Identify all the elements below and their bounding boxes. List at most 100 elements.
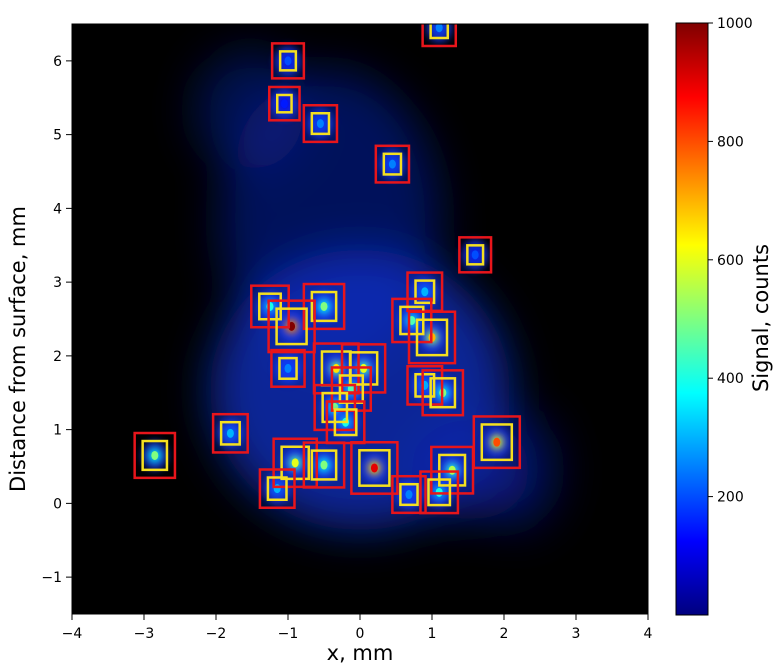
outer-box — [268, 85, 301, 122]
detection-box — [430, 445, 475, 495]
inner-box — [333, 408, 358, 437]
x-axis-label: x, mm — [327, 641, 394, 665]
colorbar-tick-label: 800 — [717, 134, 744, 150]
detection-box — [268, 85, 301, 122]
detection-box — [270, 348, 306, 388]
detection-boxes — [133, 24, 522, 515]
feature-peak — [284, 56, 292, 66]
inner-box — [278, 50, 298, 72]
feature-spot — [311, 450, 337, 481]
outer-box — [406, 364, 444, 406]
inner-box — [141, 439, 169, 472]
outer-box — [421, 24, 458, 48]
outer-box — [421, 369, 465, 417]
x-tick-label: −4 — [62, 626, 83, 642]
colorbar — [675, 22, 709, 616]
feature-spot — [311, 291, 337, 322]
y-tick-label: 1 — [53, 423, 62, 439]
detection-box — [419, 470, 460, 515]
y-tick-label: −1 — [41, 570, 62, 586]
detection-box — [421, 369, 465, 417]
feature-peak — [316, 119, 324, 129]
outer-box — [391, 474, 427, 515]
y-tick-label: 5 — [53, 128, 62, 144]
outer-box — [258, 468, 296, 510]
x-axis-ticks: −4 −3 −2 −1 0 1 2 3 4 — [62, 614, 653, 642]
detection-box — [325, 400, 366, 445]
outer-box — [302, 441, 346, 489]
inner-box — [278, 356, 298, 380]
inner-box — [480, 423, 514, 462]
inner-box — [414, 372, 436, 398]
detection-box — [302, 441, 346, 489]
x-tick-label: 2 — [500, 626, 509, 642]
inner-box — [266, 476, 288, 502]
x-tick-label: 1 — [428, 626, 437, 642]
feature-spot — [462, 239, 489, 270]
y-axis-ticks: −1 0 1 2 3 4 5 6 — [41, 54, 72, 586]
inner-box — [258, 292, 282, 321]
outer-box — [325, 400, 366, 445]
detection-box — [421, 24, 458, 48]
outer-box — [472, 415, 522, 470]
inner-box — [382, 152, 403, 176]
inner-box — [310, 449, 338, 481]
outer-box — [430, 445, 475, 495]
y-tick-label: 3 — [53, 275, 62, 291]
inner-box — [310, 290, 338, 323]
inner-box — [310, 112, 331, 136]
inner-box — [438, 453, 467, 487]
outer-box — [302, 282, 346, 331]
feature-peak — [151, 450, 159, 460]
inner-box — [399, 482, 419, 507]
detection-box — [258, 468, 296, 510]
feature-peak — [291, 458, 299, 468]
feature-spot — [395, 479, 422, 510]
colorbar-tick-label: 200 — [717, 490, 744, 506]
feature-spot — [275, 45, 301, 76]
inner-box — [466, 244, 485, 266]
outer-box — [458, 236, 493, 274]
feature-spot — [257, 291, 283, 322]
outer-box — [133, 431, 177, 480]
feature-spot — [278, 311, 305, 342]
inner-box — [429, 24, 450, 40]
feature-peak — [284, 363, 292, 373]
colorbar-label: Signal, counts — [749, 244, 773, 392]
outer-box — [211, 412, 249, 454]
detection-box — [458, 236, 493, 274]
inner-box — [429, 377, 457, 409]
feature-peak — [493, 437, 501, 447]
detection-box — [407, 310, 457, 365]
inner-box — [358, 449, 391, 487]
inner-box — [275, 307, 308, 346]
x-tick-label: −1 — [278, 626, 299, 642]
feature-peak — [280, 99, 288, 109]
outer-box — [267, 299, 316, 354]
detection-box — [350, 441, 399, 495]
detection-box — [391, 474, 427, 515]
outer-box — [270, 42, 306, 80]
y-tick-label: 2 — [53, 349, 62, 365]
detection-box — [302, 104, 339, 144]
detection-box — [211, 412, 249, 454]
feature-spot — [141, 440, 168, 471]
feature-peak — [320, 460, 328, 470]
feature-peak — [226, 428, 234, 438]
colorbar-ticks: 200 400 600 800 1000 — [708, 16, 753, 506]
feature-spot — [483, 427, 510, 458]
x-tick-label: 0 — [356, 626, 365, 642]
outer-box — [407, 310, 457, 365]
feature-spot — [275, 353, 301, 384]
outer-box — [302, 104, 339, 144]
detection-box — [374, 144, 411, 184]
x-tick-label: 3 — [572, 626, 581, 642]
y-tick-label: 4 — [53, 201, 62, 217]
feature-spot — [361, 452, 388, 483]
outer-box — [419, 470, 460, 515]
y-tick-label: 0 — [53, 496, 62, 512]
detection-box — [302, 282, 346, 331]
feature-spot — [271, 88, 298, 119]
detection-box — [267, 299, 316, 354]
